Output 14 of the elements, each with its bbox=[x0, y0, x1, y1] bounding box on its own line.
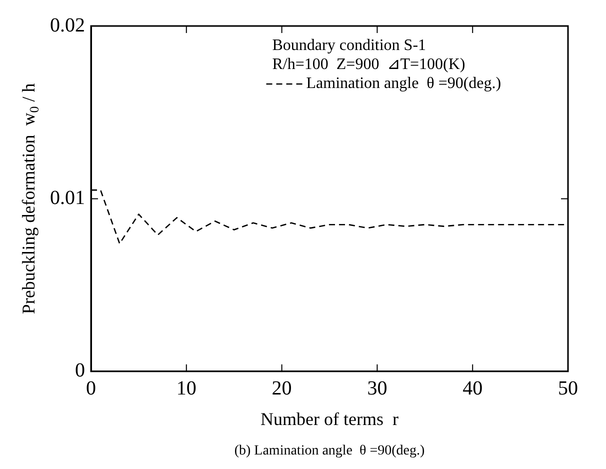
x-tick-label: 20 bbox=[272, 378, 292, 400]
x-tick-label: 40 bbox=[462, 378, 483, 400]
annotation: Boundary condition S-1 bbox=[272, 37, 426, 54]
x-axis-title: Number of terms r bbox=[260, 408, 398, 429]
x-tick-label: 50 bbox=[558, 378, 578, 400]
y-tick-label: 0 bbox=[75, 360, 85, 382]
annotation: R/h=100 Z=900 ⊿T=100(K) bbox=[272, 56, 466, 74]
y-tick-label: 0.01 bbox=[50, 186, 85, 209]
y-axis-title: Prebuckling deformation w0 / h bbox=[18, 83, 42, 314]
text: (b) Lamination angle θ =90(deg.) bbox=[234, 444, 425, 459]
legend-label: Lamination angle θ =90(deg.) bbox=[306, 75, 502, 92]
y-tick-label: 0.02 bbox=[50, 14, 85, 36]
x-tick-label: 30 bbox=[367, 378, 388, 400]
x-tick-label: 10 bbox=[176, 378, 196, 400]
